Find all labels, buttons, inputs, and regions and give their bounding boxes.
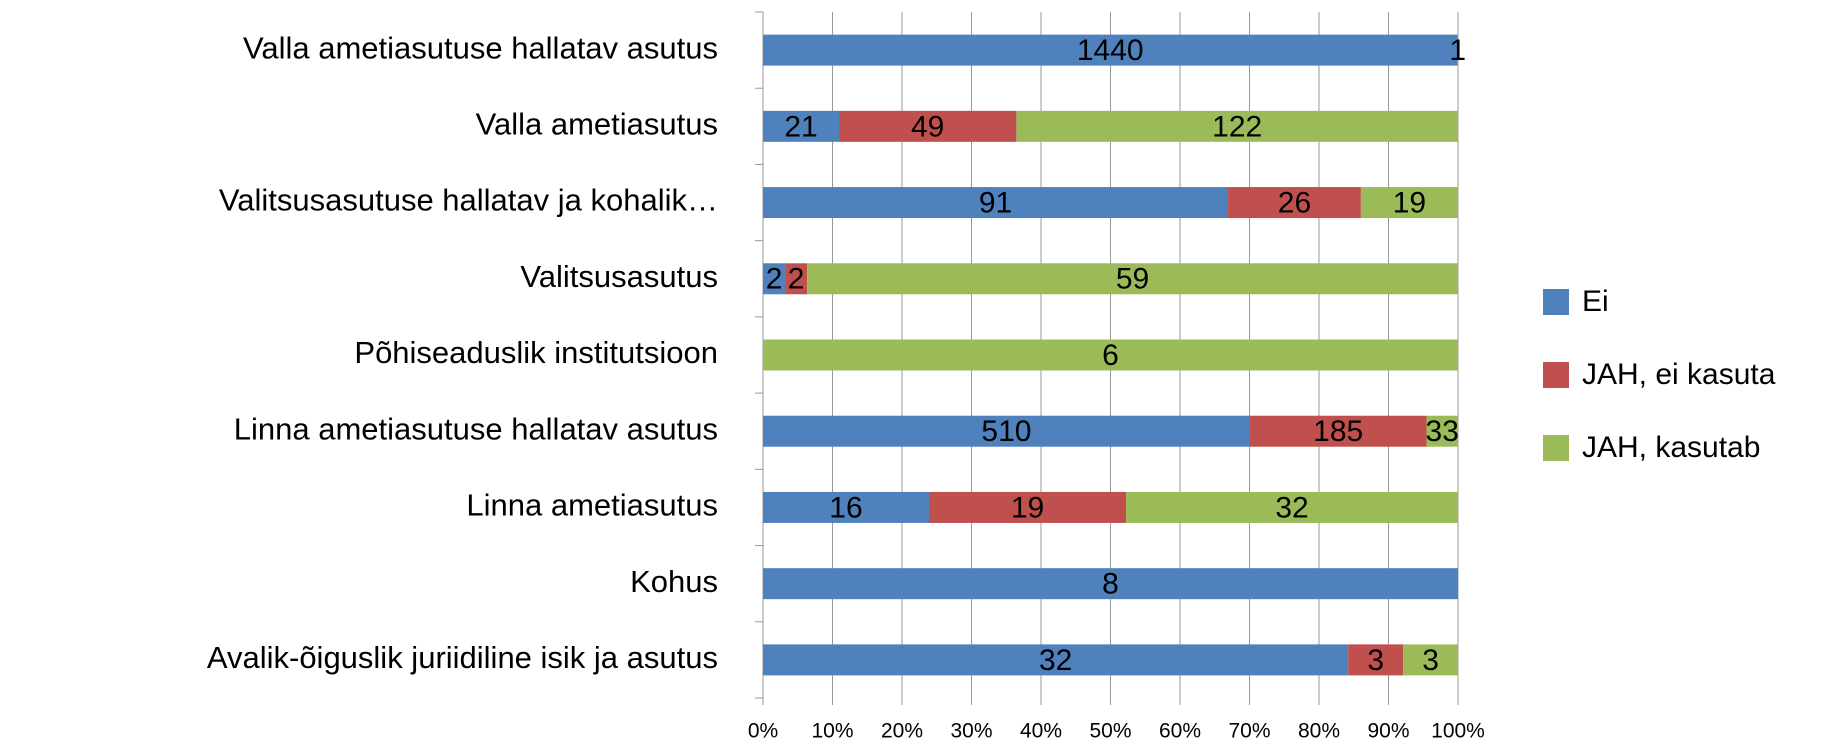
legend-swatch (1543, 289, 1569, 315)
bar-segment (763, 339, 1458, 371)
bar-segment (1360, 187, 1458, 219)
category-label: Linna ametiasutuse hallatav asutus (234, 411, 718, 446)
category-label: Linna ametiasutus (466, 488, 718, 523)
data-label: 6 (1102, 339, 1119, 372)
x-tick-label: 50% (1089, 720, 1131, 743)
data-label: 1 (1449, 34, 1466, 67)
data-label: 2 (788, 263, 805, 296)
category-label: Valla ametiasutus (476, 107, 718, 142)
x-tick-label: 10% (811, 720, 853, 743)
x-tick-label: 40% (1020, 720, 1062, 743)
bar-segment (763, 568, 1458, 600)
legend-label: JAH, kasutab (1582, 431, 1760, 464)
data-label: 26 (1278, 186, 1311, 219)
bar-segment (763, 34, 1458, 66)
bar-segment (1426, 415, 1458, 447)
bar-segment (763, 263, 786, 295)
data-label: 49 (911, 110, 944, 143)
bar-segment (763, 415, 1250, 447)
bar-segment (1249, 415, 1427, 447)
category-label: Kohus (630, 564, 718, 599)
data-label: 3 (1422, 644, 1439, 677)
data-label: 33 (1426, 415, 1459, 448)
category-label: Avalik-õiguslik juriidiline isik ja asut… (207, 640, 718, 675)
legend-swatch (1543, 362, 1569, 388)
data-label: 19 (1011, 491, 1044, 524)
data-label: 21 (784, 110, 817, 143)
x-tick-label: 30% (950, 720, 992, 743)
bar-segment (763, 110, 840, 142)
data-label: 2 (766, 263, 783, 296)
data-label: 32 (1275, 491, 1308, 524)
category-label: Põhiseaduslik institutsioon (354, 335, 718, 370)
bar-segment (1016, 110, 1458, 142)
bar-segment (785, 263, 808, 295)
legend-label: JAH, ei kasuta (1582, 358, 1776, 391)
bar-segment (763, 644, 1349, 676)
bar-segment (807, 263, 1458, 295)
legend-swatch (1543, 435, 1569, 461)
bar-segment (1348, 644, 1404, 676)
x-tick-label: 90% (1367, 720, 1409, 743)
category-label: Valitsusasutus (520, 259, 718, 294)
data-label: 510 (981, 415, 1031, 448)
bar-segment (1126, 491, 1458, 523)
data-label: 3 (1367, 644, 1384, 677)
x-tick-label: 0% (748, 720, 778, 743)
bar-segment (928, 491, 1127, 523)
x-tick-label: 20% (881, 720, 923, 743)
data-label: 19 (1393, 186, 1426, 219)
bar-segment (1228, 187, 1361, 219)
data-label: 32 (1039, 644, 1072, 677)
data-label: 59 (1116, 263, 1149, 296)
data-label: 185 (1313, 415, 1363, 448)
x-tick-label: 60% (1159, 720, 1201, 743)
category-label: Valla ametiasutuse hallatav asutus (243, 30, 718, 65)
data-label: 16 (829, 491, 862, 524)
bar-segment (1403, 644, 1458, 676)
category-label: Valitsusasutuse hallatav ja kohalik… (219, 183, 718, 218)
x-tick-label: 70% (1228, 720, 1270, 743)
data-label: 8 (1102, 568, 1119, 601)
data-label: 122 (1212, 110, 1262, 143)
bar-segment (763, 491, 929, 523)
legend-label: Ei (1582, 285, 1609, 318)
data-label: 1440 (1077, 34, 1144, 67)
data-label: 91 (979, 186, 1012, 219)
x-tick-label: 100% (1431, 720, 1485, 743)
bar-segment (839, 110, 1017, 142)
x-tick-label: 80% (1298, 720, 1340, 743)
bar-segment (763, 187, 1229, 219)
